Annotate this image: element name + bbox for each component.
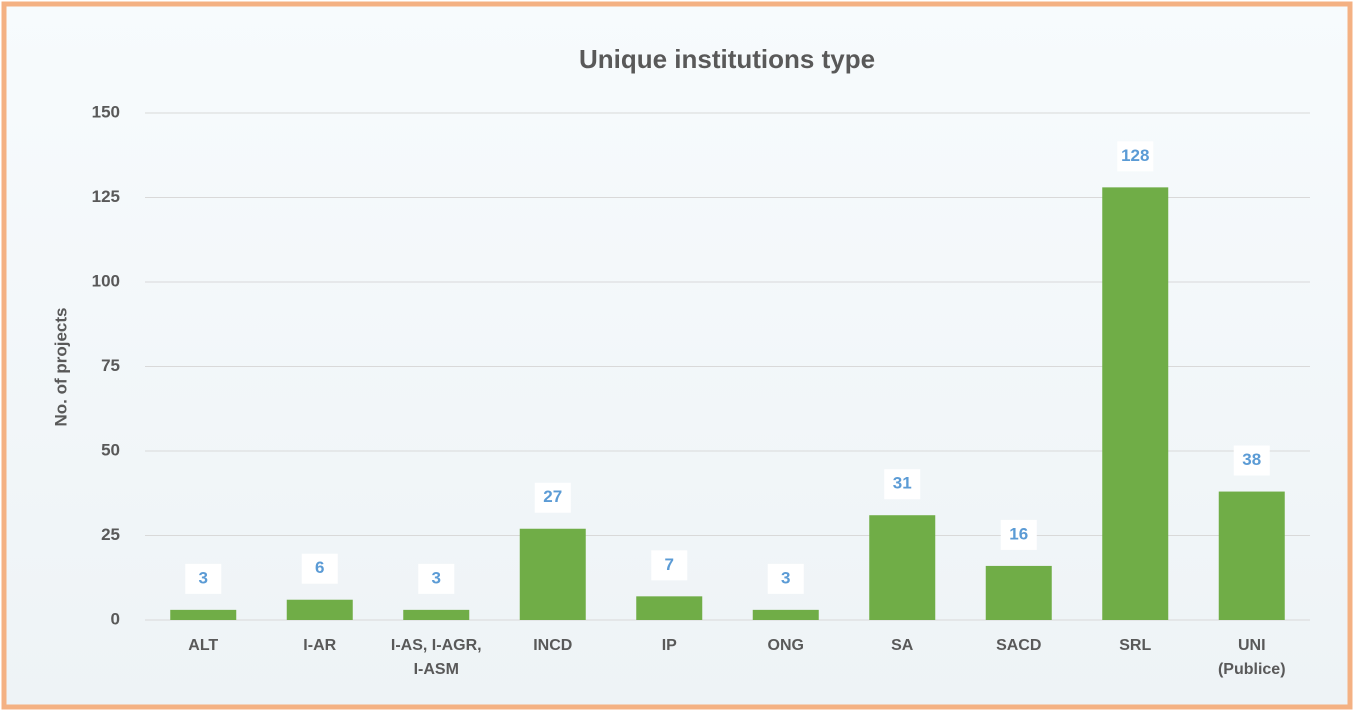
x-tick-label: INCD xyxy=(533,637,572,654)
data-label-box xyxy=(301,553,338,584)
bar xyxy=(403,609,470,620)
data-label: 128 xyxy=(1121,146,1149,165)
bar xyxy=(1102,187,1169,621)
data-label: 16 xyxy=(1009,524,1028,543)
x-tick-line: UNI xyxy=(1238,637,1266,654)
y-tick-label: 150 xyxy=(92,102,120,121)
x-tick-line: I-ASM xyxy=(414,661,459,678)
data-label: 27 xyxy=(543,487,562,506)
data-label: 3 xyxy=(432,568,441,587)
x-tick-line: I-AS, I-AGR, xyxy=(391,637,482,654)
bar xyxy=(985,565,1052,620)
data-label: 3 xyxy=(781,568,790,587)
bar xyxy=(286,599,353,620)
bar xyxy=(1218,491,1285,620)
y-tick-label: 125 xyxy=(92,187,120,206)
data-label-box xyxy=(418,563,455,594)
x-tick-label: SA xyxy=(891,637,914,654)
data-label-box xyxy=(185,563,222,594)
bar xyxy=(636,596,703,620)
data-label: 7 xyxy=(665,555,674,574)
x-tick-label: ALT xyxy=(188,637,218,654)
y-tick-label: 25 xyxy=(101,525,120,544)
bar xyxy=(170,609,237,620)
data-label-box xyxy=(1233,445,1270,476)
y-tick-label: 0 xyxy=(111,609,120,628)
data-label-box xyxy=(534,482,571,513)
y-tick-label: 100 xyxy=(92,271,120,290)
data-label: 3 xyxy=(199,568,208,587)
bar xyxy=(519,528,586,620)
x-tick-label: I-AS, I-AGR, I-ASM xyxy=(391,637,482,678)
data-label: 6 xyxy=(315,558,324,577)
data-label-box xyxy=(767,563,804,594)
data-label-box xyxy=(1117,141,1154,172)
x-tick-line: (Publice) xyxy=(1218,661,1286,678)
bar xyxy=(869,515,936,620)
y-tick-label: 50 xyxy=(101,440,120,459)
data-label: 38 xyxy=(1242,450,1261,469)
x-tick-label: ONG xyxy=(768,637,804,654)
data-label-box xyxy=(651,550,688,581)
x-tick-label: UNI (Publice) xyxy=(1218,637,1286,678)
x-tick-label: SRL xyxy=(1119,637,1151,654)
data-label-box xyxy=(1000,519,1037,550)
x-tick-label: I-AR xyxy=(303,637,336,654)
chart-title: Unique institutions type xyxy=(579,44,875,74)
x-tick-label: IP xyxy=(662,637,677,654)
x-tick-label: SACD xyxy=(996,637,1041,654)
data-label: 31 xyxy=(893,474,912,493)
y-axis-label: No. of projects xyxy=(51,307,70,426)
y-tick-label: 75 xyxy=(101,356,120,375)
bar xyxy=(752,609,819,620)
data-label-box xyxy=(884,469,921,500)
